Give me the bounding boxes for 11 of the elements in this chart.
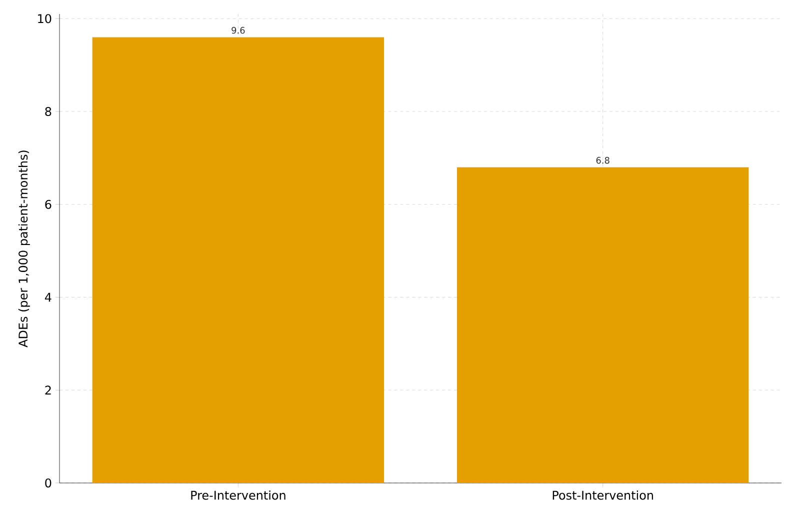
data-label: 9.6 (232, 26, 245, 34)
y-tick-label: 10 (38, 14, 52, 24)
x-tick-label: Post-Intervention (552, 490, 653, 500)
data-label: 6.8 (596, 156, 610, 164)
y-tick-label: 6 (45, 200, 52, 209)
y-tick-label: 0 (45, 478, 52, 488)
y-tick-label: 2 (45, 386, 51, 395)
y-tick-label: 8 (45, 106, 52, 116)
y-tick-label: 4 (44, 292, 52, 302)
x-tick-label: Pre-Intervention (191, 490, 286, 500)
y-axis-title: ADEs (per 1,000 patient-months) (18, 150, 30, 348)
